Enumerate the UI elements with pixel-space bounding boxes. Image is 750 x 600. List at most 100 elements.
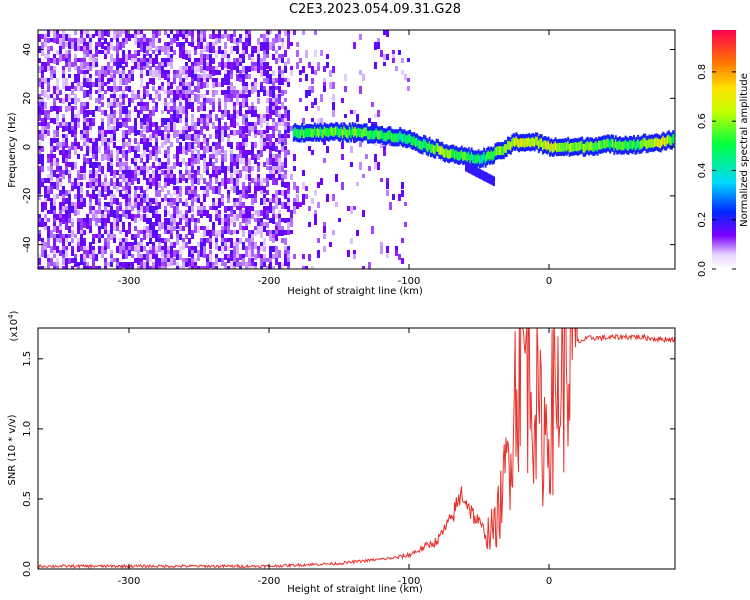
signal-cell [494,147,497,157]
noise-cell [113,182,116,189]
noise-cell [230,114,233,121]
signal-cell [355,128,358,138]
noise-cell [233,90,236,98]
noise-cell [149,234,152,239]
noise-cell [236,122,239,126]
noise-cell [83,38,86,44]
noise-cell [170,98,173,103]
noise-cell [65,218,68,223]
noise-cell [230,46,233,54]
noise-cell [284,158,287,163]
noise-cell [65,198,68,204]
noise-cell [269,202,272,207]
noise-cell [47,230,50,236]
noise-cell [314,218,317,225]
noise-cell [191,258,194,262]
noise-cell [53,98,56,104]
noise-cell [200,114,203,118]
noise-cell [167,70,170,77]
noise-cell [251,230,254,234]
noise-cell [206,238,209,243]
signal-cell [488,152,491,161]
noise-cell [152,62,155,67]
noise-cell [116,70,119,74]
noise-cell [65,190,68,196]
noise-cell [71,114,74,121]
noise-cell [233,254,236,260]
noise-cell [251,142,254,149]
noise-cell [164,154,167,158]
noise-cell [194,218,197,222]
noise-cell [71,186,74,191]
noise-cell [194,70,197,76]
noise-cell [266,166,269,170]
noise-cell [200,30,203,36]
noise-cell [179,30,182,37]
signal-cell [451,148,453,158]
noise-cell [197,250,200,257]
noise-cell [230,262,233,269]
noise-cell [62,254,65,259]
noise-cell [311,266,314,269]
signal-cell [577,142,579,152]
noise-cell [215,114,218,121]
noise-cell [206,82,209,88]
noise-cell [182,126,185,132]
noise-cell [170,218,173,223]
noise-cell [134,194,137,200]
noise-cell [107,130,110,134]
noise-cell [224,266,227,269]
noise-cell [380,246,383,254]
noise-cell [83,258,86,262]
noise-cell [275,170,278,174]
noise-cell [167,238,170,242]
signal-cell [655,137,658,147]
noise-cell [95,266,98,269]
noise-cell [62,126,65,132]
noise-cell [197,134,200,140]
signal-cell [599,140,602,150]
noise-cell [281,118,284,124]
noise-cell [257,150,260,156]
noise-cell [260,66,263,72]
noise-cell [407,58,410,62]
noise-cell [191,194,194,198]
noise-cell [269,74,272,81]
x-tick-label: -100 [398,276,421,287]
signal-cell [647,139,649,149]
noise-cell [56,78,59,84]
noise-cell [209,230,212,238]
noise-cell [242,50,245,55]
noise-cell [146,42,149,48]
noise-cell [125,178,128,185]
noise-cell [242,158,245,164]
noise-cell [212,82,215,88]
noise-cell [74,30,77,35]
noise-cell [203,238,206,243]
noise-cell [269,142,272,147]
noise-cell [263,34,266,41]
noise-cell [110,162,113,167]
noise-cell [323,158,326,163]
noise-cell [77,46,80,51]
noise-cell [155,154,158,161]
noise-cell [116,126,119,131]
noise-cell [143,46,146,53]
noise-cell [116,62,119,69]
snr-scale-note: (x104) [7,310,20,341]
noise-cell [275,250,278,258]
noise-cell [260,230,263,238]
signal-cell [609,140,612,150]
signal-cell [536,136,539,146]
noise-cell [62,170,65,175]
noise-cell [47,86,50,92]
noise-cell [113,110,116,116]
noise-cell [107,234,110,239]
noise-cell [80,218,83,224]
noise-cell [272,170,275,177]
noise-cell [56,94,59,100]
noise-cell [374,62,377,69]
noise-cell [179,114,182,120]
noise-cell [104,38,107,44]
signal-cell [486,152,488,162]
